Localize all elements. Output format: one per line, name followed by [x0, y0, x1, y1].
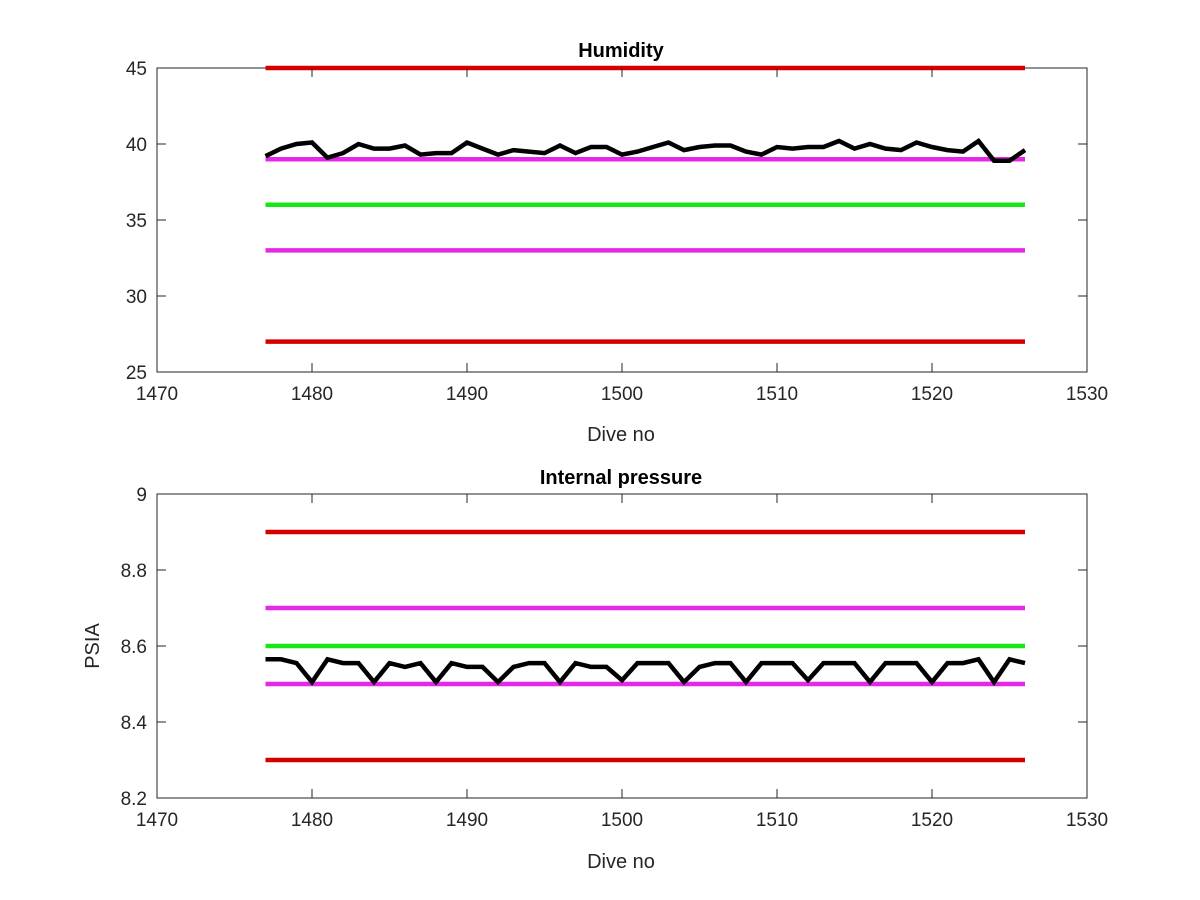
y-tick-label: 40: [126, 135, 147, 156]
internal-pressure-chart: 1470 1480 1490 1500 1510 1520 1530 8.2 8.4 8.6 8.8…: [82, 467, 1108, 873]
chart-title: Internal pressure: [540, 467, 702, 489]
data-series-line: [264, 137, 1027, 163]
x-axis-label: Dive no: [587, 424, 655, 446]
y-axis-label: PSIA: [82, 623, 104, 669]
y-tick-label: 25: [126, 363, 147, 384]
ticks-layer: 1470 1480 1490 1500 1510 1520 1530 25 30 35 40 45: [126, 59, 1108, 405]
y-tick-label: 8.2: [121, 789, 147, 810]
x-tick-label: 1530: [1066, 384, 1108, 405]
x-tick-label: 1470: [136, 810, 178, 831]
chart-title: Humidity: [578, 40, 664, 62]
x-tick-label: 1470: [136, 384, 178, 405]
y-tick-label: 9: [136, 485, 147, 506]
y-tick-label: 45: [126, 59, 147, 80]
x-tick-label: 1500: [601, 810, 643, 831]
x-tick-label: 1480: [291, 384, 333, 405]
y-tick-label: 30: [126, 287, 147, 308]
y-tick-label: 8.6: [121, 637, 147, 658]
x-tick-label: 1520: [911, 384, 953, 405]
x-tick-label: 1490: [446, 384, 488, 405]
plot-area-box: [156, 67, 1088, 373]
x-tick-label: 1520: [911, 810, 953, 831]
x-tick-label: 1510: [756, 384, 798, 405]
series-layer: [265, 529, 1026, 763]
y-tick-label: 8.4: [121, 713, 148, 734]
x-tick-label: 1490: [446, 810, 488, 831]
x-tick-label: 1480: [291, 810, 333, 831]
series-layer: [264, 65, 1027, 344]
x-tick-label: 1530: [1066, 810, 1108, 831]
x-axis-label: Dive no: [587, 851, 655, 873]
ticks-layer: 1470 1480 1490 1500 1510 1520 1530 8.2 8.4 8.6 8.8…: [121, 485, 1109, 831]
x-tick-label: 1510: [756, 810, 798, 831]
humidity-chart: 1470 1480 1490 1500 1510 1520 1530 25 30 35 40 45 H…: [126, 40, 1108, 446]
y-tick-label: 35: [126, 211, 147, 232]
data-series-line: [265, 656, 1026, 687]
x-tick-label: 1500: [601, 384, 643, 405]
y-tick-label: 8.8: [121, 561, 147, 582]
